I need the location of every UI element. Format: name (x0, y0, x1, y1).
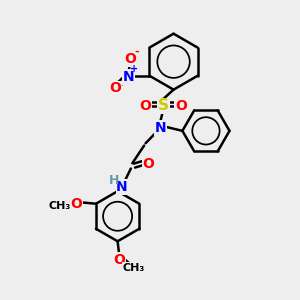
Text: CH₃: CH₃ (49, 201, 71, 211)
Text: H: H (109, 173, 119, 187)
Text: S: S (158, 98, 169, 113)
Text: +: + (130, 64, 138, 74)
Text: -: - (134, 47, 139, 57)
Text: O: O (142, 157, 154, 171)
Text: O: O (70, 197, 82, 211)
Text: N: N (116, 180, 128, 194)
Text: O: O (110, 81, 122, 95)
Text: O: O (140, 99, 152, 113)
Text: O: O (113, 253, 125, 267)
Text: N: N (154, 121, 166, 135)
Text: N: N (123, 70, 134, 84)
Text: O: O (124, 52, 136, 67)
Text: O: O (175, 99, 187, 113)
Text: CH₃: CH₃ (123, 262, 145, 273)
